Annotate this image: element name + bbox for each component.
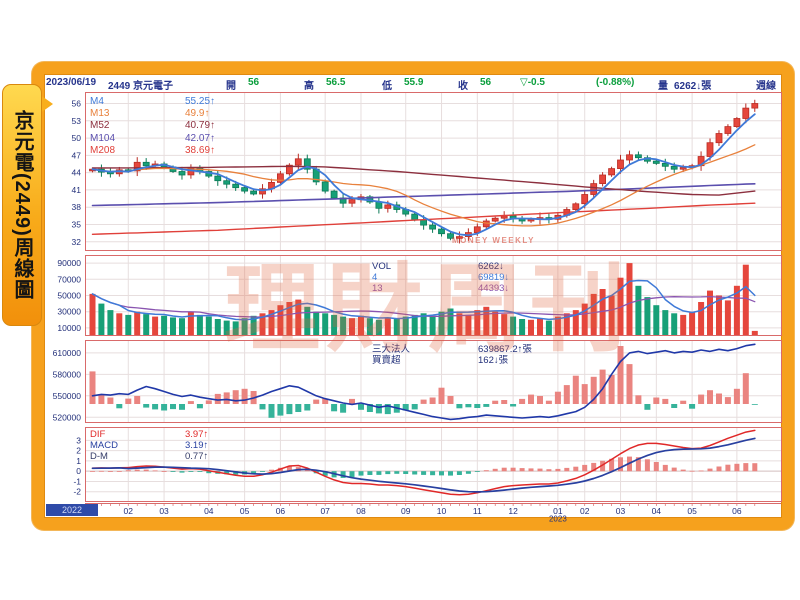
svg-text:2: 2 xyxy=(76,446,81,456)
svg-text:580000: 580000 xyxy=(53,369,82,379)
inst-row-value: 162↓張 xyxy=(478,355,509,366)
inst-row-label: 買賣超 xyxy=(372,355,401,366)
svg-text:05: 05 xyxy=(240,506,250,516)
svg-text:09: 09 xyxy=(401,506,411,516)
svg-text:02: 02 xyxy=(580,506,590,516)
volume-chart-canvas[interactable]: 90000 70000 50000 30000 10000 xyxy=(45,255,782,336)
svg-text:02: 02 xyxy=(124,506,134,516)
svg-text:35: 35 xyxy=(72,220,82,230)
svg-text:53: 53 xyxy=(72,116,82,126)
volume-label: 量 xyxy=(658,81,668,92)
svg-text:11: 11 xyxy=(473,506,482,516)
svg-text:-2: -2 xyxy=(73,487,81,497)
vol-row-value: 44393↓ xyxy=(478,283,510,294)
stock-name: 2449 京元電子 xyxy=(108,81,174,92)
svg-text:05: 05 xyxy=(687,506,697,516)
macd-row-label: MACD xyxy=(90,440,118,451)
svg-text:04: 04 xyxy=(204,506,214,516)
svg-text:10000: 10000 xyxy=(57,323,81,333)
svg-text:07: 07 xyxy=(320,506,330,516)
low-value: 55.9 xyxy=(404,77,424,88)
vol-row-label: 4 xyxy=(372,272,378,283)
high-label: 高 xyxy=(304,81,314,92)
vol-row-value: 69819↓ xyxy=(478,272,510,283)
macd-legend: DIF 3.97↑ MACD 3.19↑ D-M 0.77↑ xyxy=(90,429,208,462)
open-label: 開 xyxy=(226,81,236,92)
institutional-chart-canvas[interactable]: 610000 580000 550000 520000 xyxy=(45,340,782,423)
vol-row-value: 6262↓ xyxy=(478,261,504,272)
x-axis: 02 03 04 05 06 07 08 09 10 11 12 01 2023 02 03 04 05 06 xyxy=(45,503,782,522)
volume-value: 6262↓張 xyxy=(674,81,712,92)
year-start-tab: 2022 xyxy=(46,504,98,516)
svg-text:06: 06 xyxy=(732,506,742,516)
svg-text:03: 03 xyxy=(616,506,626,516)
quote-date: 2023/06/19 xyxy=(46,77,97,88)
ma-value: 49.9↑ xyxy=(185,108,210,120)
svg-text:32: 32 xyxy=(72,237,82,247)
change-pct: (-0.88%) xyxy=(596,77,635,88)
svg-text:47: 47 xyxy=(72,150,82,160)
period-indicator[interactable]: 週線 xyxy=(756,81,776,92)
svg-text:03: 03 xyxy=(159,506,169,516)
svg-text:-1: -1 xyxy=(73,476,81,486)
svg-text:12: 12 xyxy=(508,506,518,516)
svg-text:44: 44 xyxy=(72,168,82,178)
svg-text:10: 10 xyxy=(437,506,447,516)
svg-text:08: 08 xyxy=(356,506,366,516)
institutional-legend: 三大法人 639867.2↑張 買賣超 162↓張 xyxy=(372,344,532,366)
svg-text:70000: 70000 xyxy=(57,274,81,284)
high-value: 56.5 xyxy=(326,77,346,88)
svg-text:30000: 30000 xyxy=(57,307,81,317)
macd-row-value: 0.77↑ xyxy=(185,451,209,462)
ma-name: M52 xyxy=(90,120,110,132)
svg-text:41: 41 xyxy=(72,185,82,195)
ma-legend: M4 55.25↑ M13 49.9↑ M52 40.79↑ M104 42.07↑ M… xyxy=(90,96,215,157)
svg-text:04: 04 xyxy=(652,506,662,516)
quote-info-bar: 2023/06/19 2449 京元電子 開 56 高 56.5 低 55.9 … xyxy=(44,77,782,92)
close-label: 收 xyxy=(458,81,468,92)
svg-text:56: 56 xyxy=(72,99,82,109)
ma-value: 42.07↑ xyxy=(185,132,216,144)
macd-chart-canvas[interactable]: 3 2 1 0 -1 -2 xyxy=(45,427,782,502)
ma-name: M13 xyxy=(90,108,110,120)
change-value: ▽-0.5 xyxy=(520,77,545,88)
volume-legend: VOL 6262↓ 4 69819↓ 13 44393↓ xyxy=(372,261,509,294)
vol-row-label: 13 xyxy=(372,283,383,294)
svg-text:610000: 610000 xyxy=(53,348,82,358)
ma-name: M104 xyxy=(90,132,116,144)
title-pointer-arrow-icon xyxy=(39,94,53,114)
svg-text:38: 38 xyxy=(72,202,82,212)
svg-text:90000: 90000 xyxy=(57,258,81,268)
ma-name: M4 xyxy=(90,96,104,107)
svg-text:50: 50 xyxy=(72,133,82,143)
svg-text:01: 01 xyxy=(553,506,563,516)
vol-row-label: VOL xyxy=(372,261,392,272)
macd-row-label: DIF xyxy=(90,429,106,440)
open-value: 56 xyxy=(248,77,260,88)
ma-value: 55.25↑ xyxy=(185,96,216,107)
svg-text:06: 06 xyxy=(276,506,286,516)
svg-text:50000: 50000 xyxy=(57,291,81,301)
ma-value: 38.69↑ xyxy=(185,144,216,156)
svg-text:1: 1 xyxy=(76,456,81,466)
article-title-tab: 京元電(2449)周線圖 xyxy=(2,84,42,326)
price-chart-canvas[interactable]: 56 53 50 47 44 41 38 35 32 xyxy=(45,92,782,251)
macd-row-value: 3.97↑ xyxy=(185,429,209,440)
ma-value: 40.79↑ xyxy=(185,120,216,132)
close-value: 56 xyxy=(480,77,492,88)
svg-text:2023: 2023 xyxy=(549,515,567,523)
inst-row-value: 639867.2↑張 xyxy=(478,344,532,355)
article-title: 京元電(2449)周線圖 xyxy=(11,110,33,300)
svg-text:550000: 550000 xyxy=(53,391,82,401)
svg-text:3: 3 xyxy=(76,435,81,445)
macd-row-value: 3.19↑ xyxy=(185,440,209,451)
low-label: 低 xyxy=(382,81,392,92)
macd-row-label: D-M xyxy=(90,451,108,462)
inst-row-label: 三大法人 xyxy=(372,344,411,355)
ma-name: M208 xyxy=(90,144,116,156)
svg-text:0: 0 xyxy=(76,466,81,476)
svg-text:520000: 520000 xyxy=(53,412,82,422)
